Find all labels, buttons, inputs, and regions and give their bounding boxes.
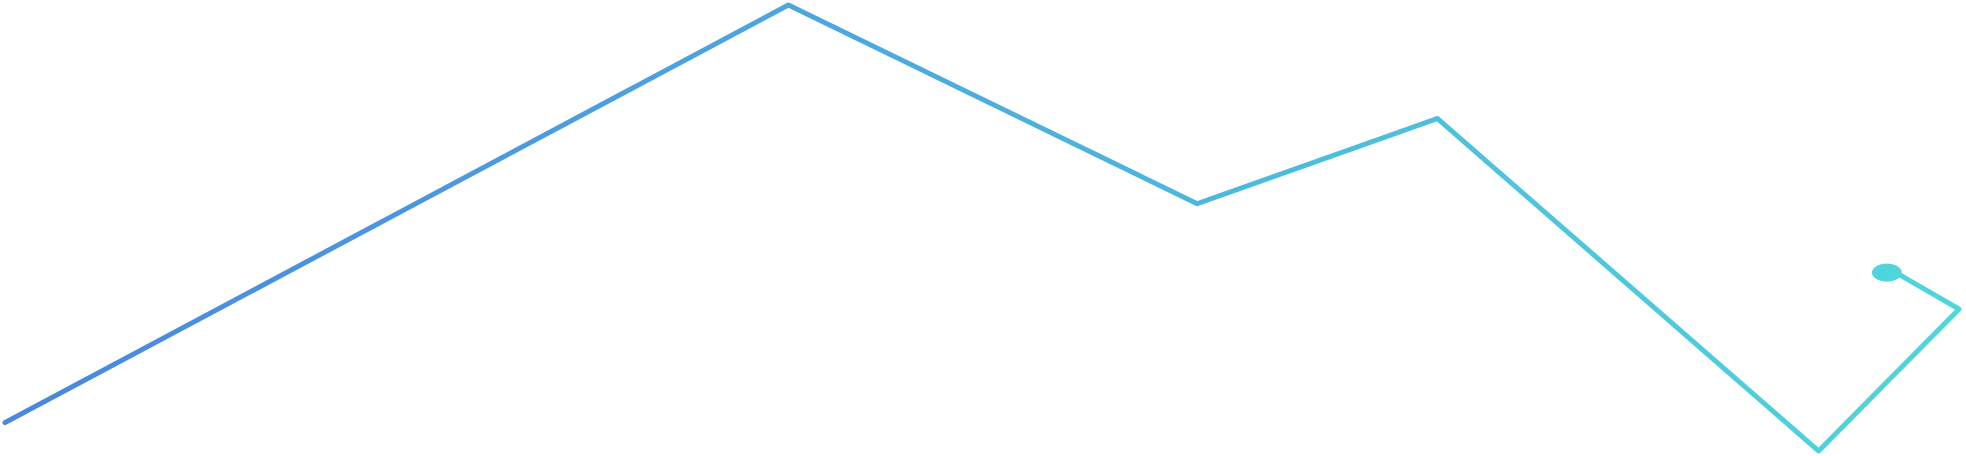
end-point-marker (1871, 263, 1902, 282)
